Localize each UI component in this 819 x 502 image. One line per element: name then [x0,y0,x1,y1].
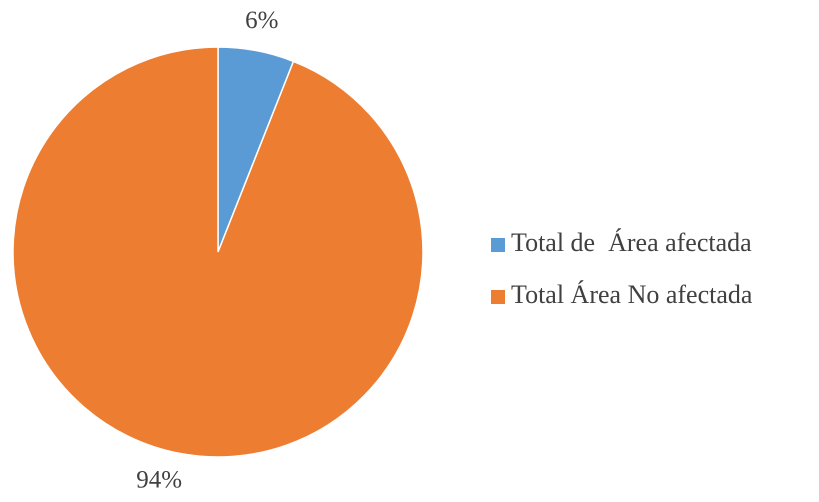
legend-swatch [491,290,505,304]
data-label: 6% [245,7,278,34]
legend-label: Total de Área afectada [511,228,752,257]
data-label: 94% [136,467,182,494]
pie-slice [12,46,424,458]
legend-label: Total Área No afectada [511,280,753,309]
legend-swatch [491,238,505,252]
